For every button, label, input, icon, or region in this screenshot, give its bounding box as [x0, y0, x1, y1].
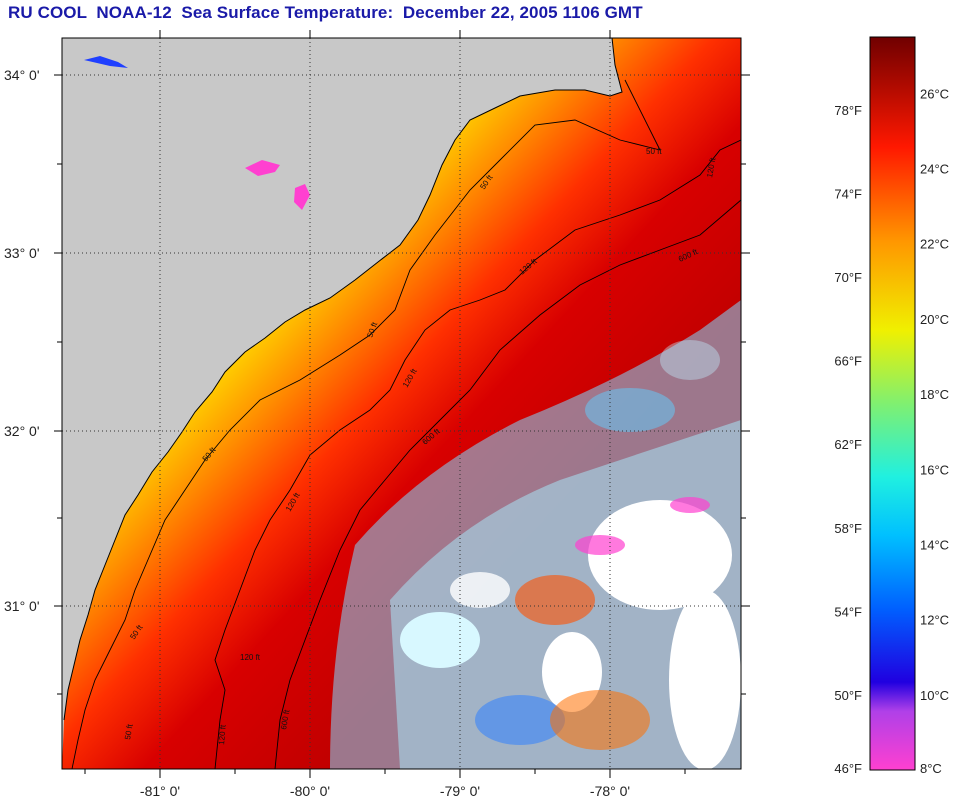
- colorbar-c-label: 26°C: [920, 86, 949, 101]
- colorbar-f-label: 78°F: [834, 103, 862, 118]
- coastline: [63, 38, 623, 721]
- axis-ticks: [54, 30, 750, 778]
- lat-label: 33° 0': [4, 245, 40, 261]
- lon-label: -80° 0': [290, 783, 330, 799]
- colorbar-fahrenheit-labels: 78°F 74°F 70°F 66°F 62°F 58°F 54°F 50°F 46°F: [834, 103, 862, 776]
- colorbar-f-label: 66°F: [834, 354, 862, 369]
- colorbar-c-label: 16°C: [920, 462, 949, 477]
- contour-label: 120 ft: [240, 653, 261, 662]
- colorbar-f-label: 54°F: [834, 604, 862, 619]
- colorbar-c-label: 18°C: [920, 387, 949, 402]
- contour-label: 50 ft: [646, 147, 662, 156]
- lat-label: 34° 0': [4, 67, 40, 83]
- contour-50ft: [71, 79, 661, 769]
- inland-lake: [245, 160, 280, 176]
- colorbar-c-label: 8°C: [920, 761, 942, 776]
- contour-label: 120 ft: [217, 724, 228, 745]
- lon-label: -79° 0': [440, 783, 480, 799]
- lat-label: 32° 0': [4, 423, 40, 439]
- colorbar-f-label: 58°F: [834, 521, 862, 536]
- cloud-patch: [588, 500, 732, 610]
- lon-label: -81° 0': [140, 783, 180, 799]
- colorbar-f-label: 62°F: [834, 437, 862, 452]
- contour-label: 120 ft: [705, 156, 717, 178]
- contour-120ft: [214, 139, 741, 769]
- colorbar-c-label: 22°C: [920, 237, 949, 252]
- colorbar-f-label: 46°F: [834, 761, 862, 776]
- colorbar-gradient: [869, 36, 916, 771]
- contour-label: 600 ft: [279, 708, 291, 730]
- colorbar-f-label: 70°F: [834, 270, 862, 285]
- inland-lake: [294, 184, 310, 210]
- page-title: RU COOL NOAA-12 Sea Surface Temperature:…: [8, 3, 643, 22]
- depth-contours: [71, 79, 741, 769]
- longitude-labels: -81° 0' -80° 0' -79° 0' -78° 0': [140, 783, 630, 799]
- colorbar-f-label: 74°F: [834, 187, 862, 202]
- lat-label: 31° 0': [4, 598, 40, 614]
- land-mass: [62, 38, 622, 769]
- colorbar-c-label: 14°C: [920, 538, 949, 553]
- colorbar-f-label: 50°F: [834, 688, 862, 703]
- map-frame: [61, 37, 742, 770]
- contour-label: 50 ft: [123, 723, 135, 741]
- map-plot-area: 50 ft 50 ft 50 ft 50 ft 50 ft 50 ft 120 …: [62, 38, 741, 769]
- latitude-labels: 34° 0' 33° 0' 32° 0' 31° 0': [4, 67, 40, 614]
- colorbar-c-label: 12°C: [920, 613, 949, 628]
- lon-label: -78° 0': [590, 783, 630, 799]
- colorbar-c-label: 20°C: [920, 312, 949, 327]
- contour-600ft: [274, 199, 741, 769]
- cloud-cover: [330, 300, 741, 769]
- colorbar-celsius-labels: 26°C 24°C 22°C 20°C 18°C 16°C 14°C 12°C 10°C 8°C: [920, 86, 949, 776]
- colorbar-c-label: 24°C: [920, 162, 949, 177]
- temperature-colorbar: 78°F 74°F 70°F 66°F 62°F 58°F 54°F 50°F 46°F 26°…: [834, 36, 949, 776]
- colorbar-c-label: 10°C: [920, 688, 949, 703]
